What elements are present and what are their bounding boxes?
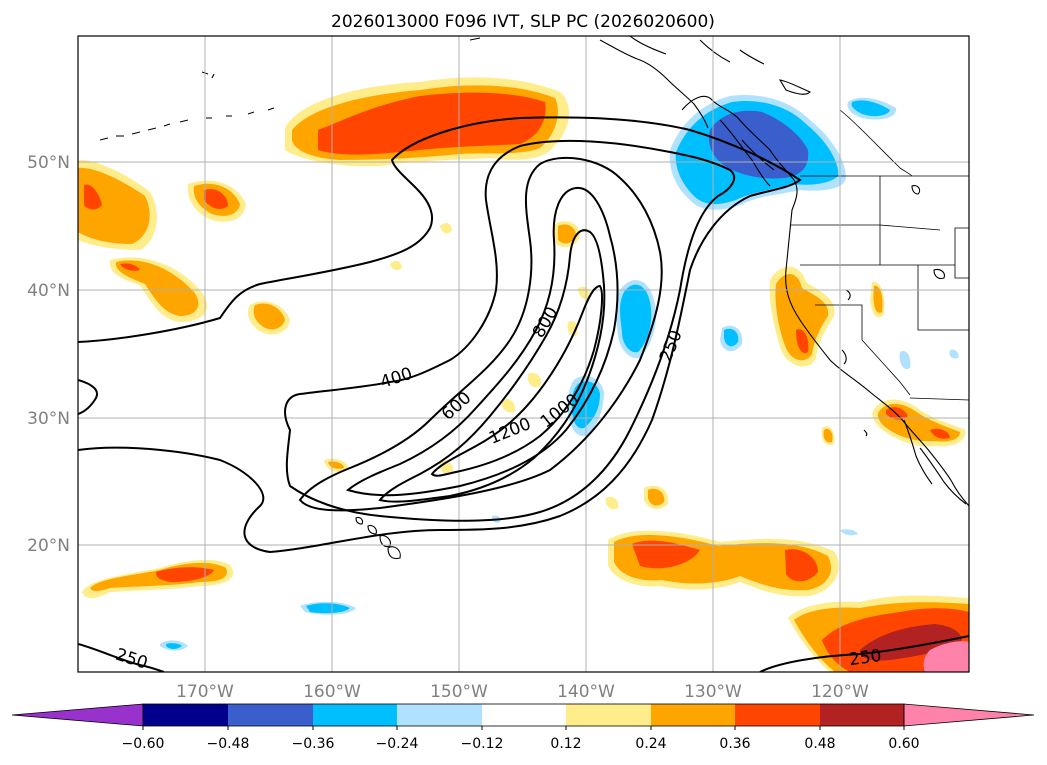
colorbar-segment-5 xyxy=(482,704,566,726)
ivt-contour-1200 xyxy=(430,284,603,477)
figure-title: 2026013000 F096 IVT, SLP PC (2026020600) xyxy=(331,12,715,32)
map-panel: 250 400 600 800 1000 1200 250 250 xyxy=(77,35,970,673)
lon-label-160w: 160°W xyxy=(303,682,361,702)
colorbar-segment-3 xyxy=(313,704,397,726)
colorbar: −0.60 −0.48 −0.36 −0.24 −0.12 0.12 0.24 … xyxy=(11,703,1035,752)
colorbar-segment-4 xyxy=(397,704,482,726)
ivt-contour-250-bottom xyxy=(78,643,165,672)
ivt-contours xyxy=(78,116,969,672)
colorbar-tick-8: 0.36 xyxy=(719,736,750,752)
colorbar-segment-8 xyxy=(735,704,820,726)
colorbar-tick-6: 0.12 xyxy=(550,736,581,752)
slp-negative-anomalies xyxy=(160,95,959,651)
colorbar-tick-marks xyxy=(142,726,905,730)
ivt-contour-250-lowleft xyxy=(78,379,98,415)
colorbar-segment-1 xyxy=(143,704,228,726)
lon-label-140w: 140°W xyxy=(557,682,615,702)
lat-label-30n: 30°N xyxy=(27,409,70,429)
colorbar-tick-9: 0.48 xyxy=(804,736,835,752)
colorbar-tick-2: −0.48 xyxy=(207,736,250,752)
coastlines xyxy=(99,36,969,560)
lon-label-130w: 130°W xyxy=(684,682,742,702)
colorbar-tick-4: −0.24 xyxy=(376,736,419,752)
colorbar-extend-min xyxy=(11,703,144,727)
colorbar-tick-5: −0.12 xyxy=(461,736,504,752)
colorbar-extend-max xyxy=(903,703,1035,727)
map-frame xyxy=(77,35,970,673)
lon-label-150w: 150°W xyxy=(430,682,488,702)
lon-label-120w: 120°W xyxy=(811,682,869,702)
ivt-contour-250-se xyxy=(759,635,969,672)
lat-label-40n: 40°N xyxy=(27,281,70,301)
ivt-contour-600 xyxy=(298,156,663,512)
political-boundaries xyxy=(790,36,969,401)
colorbar-tick-1: −0.60 xyxy=(122,736,165,752)
slp-positive-anomalies xyxy=(78,77,969,672)
ivt-contour-400 xyxy=(284,139,736,522)
contour-label-250-se: 250 xyxy=(848,646,883,670)
colorbar-segment-2 xyxy=(228,704,313,726)
colorbar-frame xyxy=(142,703,905,727)
colorbar-tick-3: −0.36 xyxy=(292,736,335,752)
colorbar-segment-9 xyxy=(820,704,904,726)
ivt-contour-1000 xyxy=(378,229,606,503)
ivt-contour-250-outer xyxy=(78,116,802,554)
lat-label-20n: 20°N xyxy=(27,536,70,556)
colorbar-segment-6 xyxy=(566,704,651,726)
colorbar-tick-10: 0.60 xyxy=(888,736,919,752)
colorbar-tick-7: 0.24 xyxy=(635,736,666,752)
latitude-labels: 50°N 40°N 30°N 20°N xyxy=(27,153,70,556)
lat-label-50n: 50°N xyxy=(27,153,70,173)
lon-label-170w: 170°W xyxy=(176,682,234,702)
colorbar-segment-7 xyxy=(651,704,735,726)
ivt-contour-800 xyxy=(345,186,619,497)
longitude-labels: 170°W 160°W 150°W 140°W 130°W 120°W xyxy=(176,682,869,702)
